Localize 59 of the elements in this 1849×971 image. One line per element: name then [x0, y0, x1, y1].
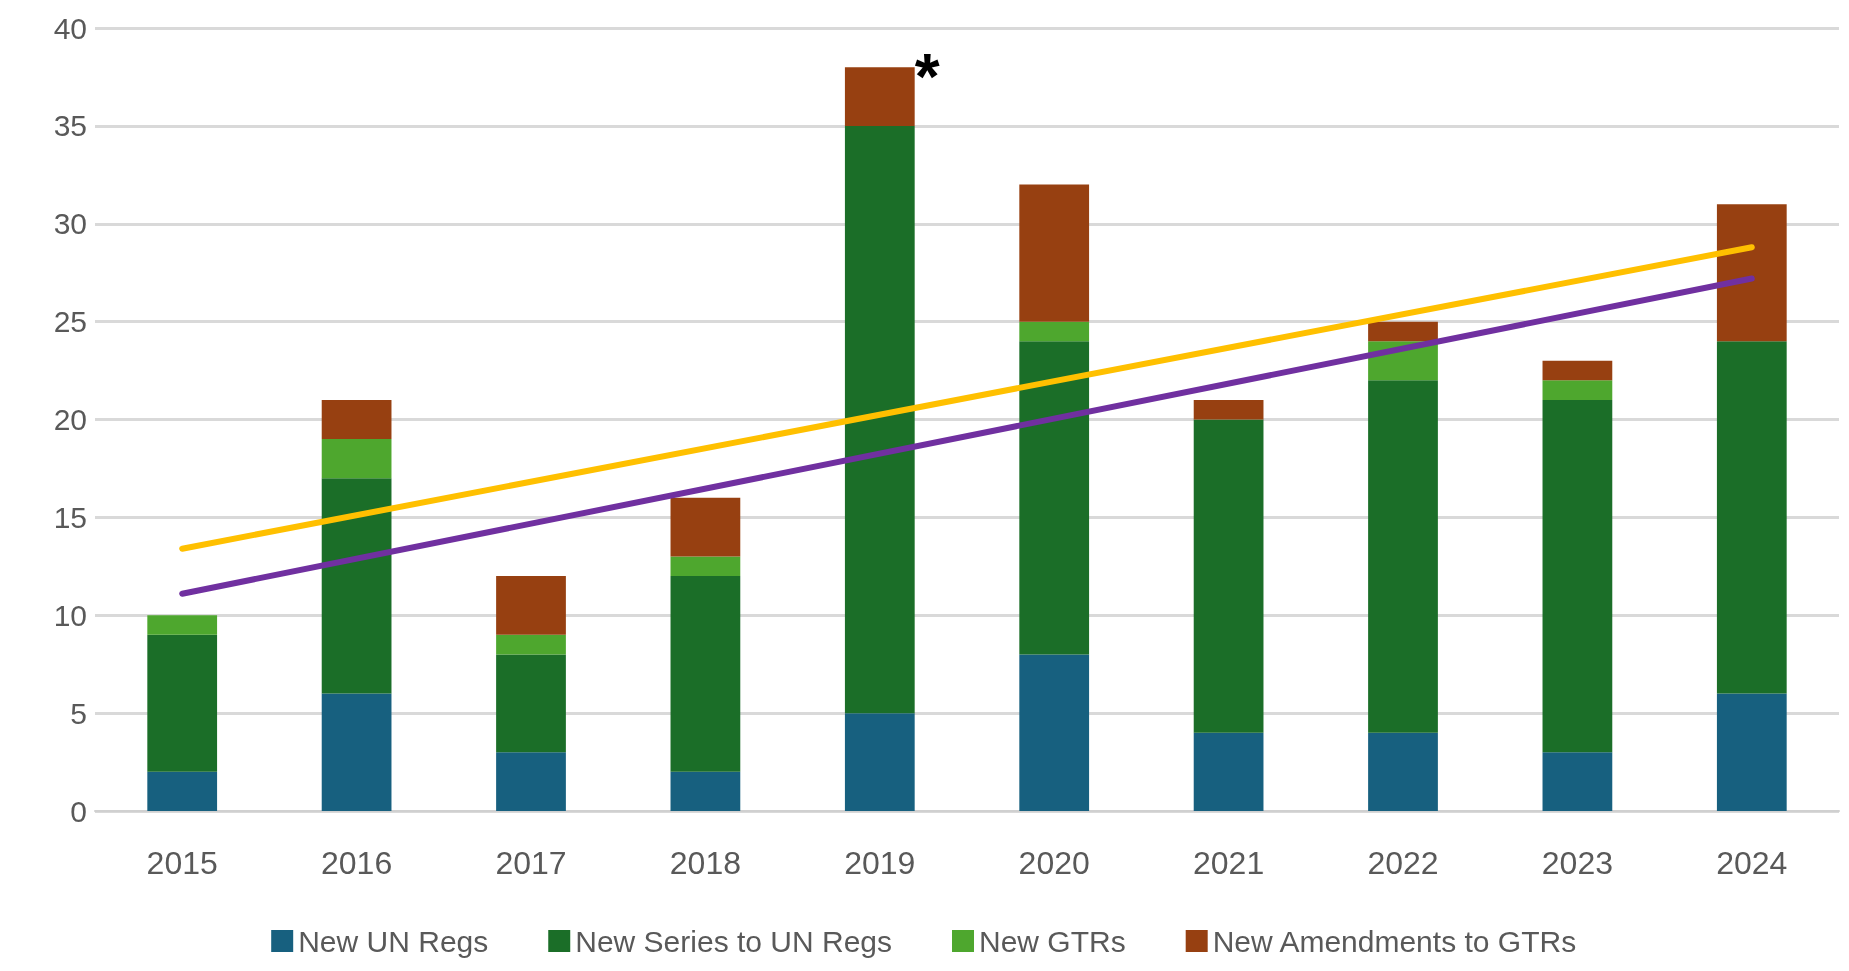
bar: [670, 497, 741, 557]
bar: [1019, 321, 1090, 342]
x-tick-label: 2018: [669, 845, 741, 881]
bar: [496, 654, 566, 753]
bar: [1716, 204, 1787, 342]
bar: [844, 125, 915, 714]
x-tick-label: 2019: [844, 845, 916, 881]
y-tick-label: 0: [70, 794, 87, 828]
y-tick-label: 25: [53, 305, 87, 339]
y-tick-label: 10: [53, 598, 87, 632]
bar: [1193, 419, 1264, 733]
x-tick-label: 2020: [1018, 845, 1090, 881]
bar: [1019, 341, 1090, 655]
bar: [1716, 693, 1787, 811]
bar: [321, 439, 392, 479]
bar: [1019, 184, 1090, 322]
bar: [670, 576, 741, 772]
legend-label: New GTRs: [979, 924, 1126, 958]
y-tick-label: 20: [53, 403, 87, 436]
bar: [1368, 321, 1438, 342]
bar: [1193, 732, 1264, 811]
bar: [1542, 752, 1613, 811]
legend-label: New UN Regs: [298, 924, 489, 958]
x-tick-label: 2016: [321, 845, 393, 881]
bar: [670, 771, 741, 811]
bar: [147, 615, 218, 635]
y-tick-label: 5: [70, 696, 87, 730]
bar: [1193, 399, 1264, 420]
x-tick-label: 2017: [495, 845, 567, 881]
bar: [1368, 732, 1438, 811]
bar: [321, 478, 392, 694]
bar: [1716, 341, 1787, 694]
x-tick-label: 2024: [1716, 845, 1788, 881]
x-tick-label: 2015: [146, 845, 218, 881]
bar: [496, 576, 566, 635]
x-tick-label: 2021: [1193, 845, 1265, 881]
legend-label: New Amendments to GTRs: [1212, 924, 1577, 958]
bar: [1542, 380, 1613, 400]
bar: [844, 67, 915, 126]
x-tick-label: 2023: [1541, 845, 1613, 881]
y-tick-label: 40: [53, 11, 87, 45]
y-tick-label: 30: [53, 207, 87, 241]
bar: [321, 399, 392, 440]
bar: [844, 713, 915, 811]
bar: [1542, 399, 1613, 753]
bar: [496, 634, 566, 655]
x-tick-label: 2022: [1367, 845, 1439, 881]
bar: [147, 771, 218, 811]
bar: [321, 693, 392, 811]
annotation: *: [914, 41, 940, 114]
bar: [1019, 654, 1090, 811]
legend-label: New Series to UN Regs: [575, 924, 893, 958]
bar: [1368, 380, 1438, 733]
bar: [670, 556, 741, 577]
y-tick-label: 15: [53, 500, 87, 534]
bar: [1542, 360, 1613, 381]
bar: [496, 752, 566, 811]
bar: [147, 634, 218, 772]
y-tick-label: 35: [53, 109, 87, 143]
